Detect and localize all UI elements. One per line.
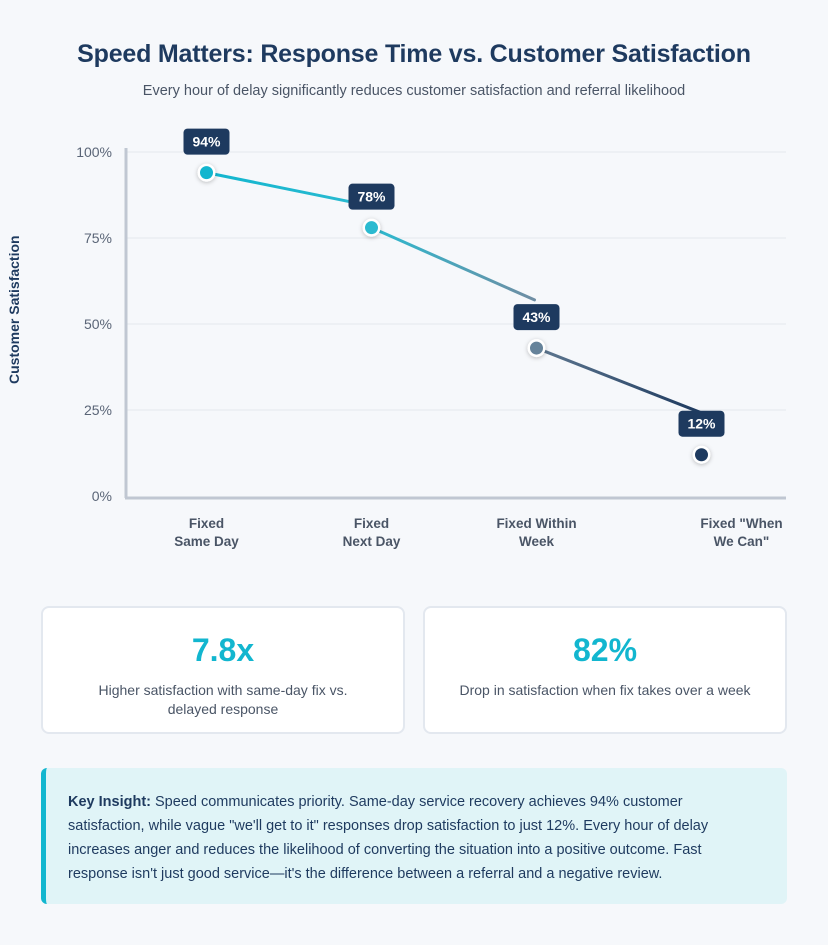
data-label: 12% [687, 416, 716, 432]
data-label-badge [183, 128, 230, 155]
y-tick-label: 100% [76, 144, 112, 160]
x-tick-label: Same Day [174, 534, 239, 549]
data-point [530, 341, 543, 355]
key-insight-text: Speed communicates priority. Same-day se… [68, 794, 709, 882]
page-title: Speed Matters: Response Time vs. Custome… [77, 40, 751, 68]
stat-value: 7.8x [191, 632, 255, 668]
data-label: 94% [192, 134, 221, 150]
x-tick-label: Fixed [189, 516, 224, 531]
y-tick-label: 25% [84, 402, 112, 418]
x-tick-label: Fixed [354, 516, 389, 531]
data-point [695, 448, 708, 462]
data-point [365, 221, 378, 235]
line-chart: 0% 25% 50% 75% 100% Fixed Same Day Fixed Next Da… [76, 128, 786, 549]
y-tick-label: 50% [84, 316, 112, 332]
series-line-segment [205, 171, 371, 208]
data-label: 78% [357, 189, 386, 205]
stat-value: 82% [572, 632, 638, 668]
series-line-segment [535, 346, 701, 414]
data-label: 43% [522, 309, 551, 325]
y-tick-label: 75% [84, 230, 112, 246]
data-label-badge [348, 183, 395, 210]
data-point [200, 166, 213, 180]
data-label-badge [513, 304, 560, 331]
x-tick-label: Fixed "When [700, 516, 782, 531]
x-tick-label: Next Day [343, 534, 401, 549]
data-label-badge [678, 410, 725, 437]
x-tick-label: Fixed Within [496, 516, 576, 531]
key-insight-box: Key Insight: Speed communicates priority… [41, 768, 787, 904]
stat-label: Higher satisfaction with same-day fix vs… [98, 682, 348, 717]
stat-card-drop: 82% Drop in satisfaction when fix takes … [423, 606, 787, 734]
y-tick-label: 0% [92, 488, 112, 504]
key-insight-lead: Key Insight: [68, 794, 151, 810]
page-subtitle: Every hour of delay significantly reduce… [142, 83, 686, 99]
stat-card-same-day: 7.8x Higher satisfaction with same-day f… [41, 606, 405, 734]
x-tick-label: We Can" [714, 534, 770, 549]
x-tick-label: Week [519, 534, 555, 549]
stat-label: Drop in satisfaction when fix takes over… [459, 682, 751, 698]
series-line-segment [370, 226, 536, 302]
